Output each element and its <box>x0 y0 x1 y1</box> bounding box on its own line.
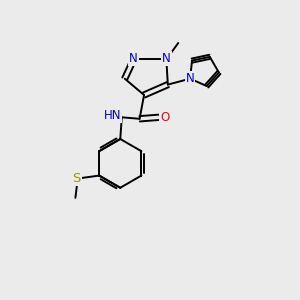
Text: O: O <box>160 111 170 124</box>
Text: N: N <box>162 52 171 65</box>
Text: HN: HN <box>103 109 121 122</box>
Text: N: N <box>129 52 138 65</box>
Text: N: N <box>186 72 194 85</box>
Text: S: S <box>72 172 80 185</box>
